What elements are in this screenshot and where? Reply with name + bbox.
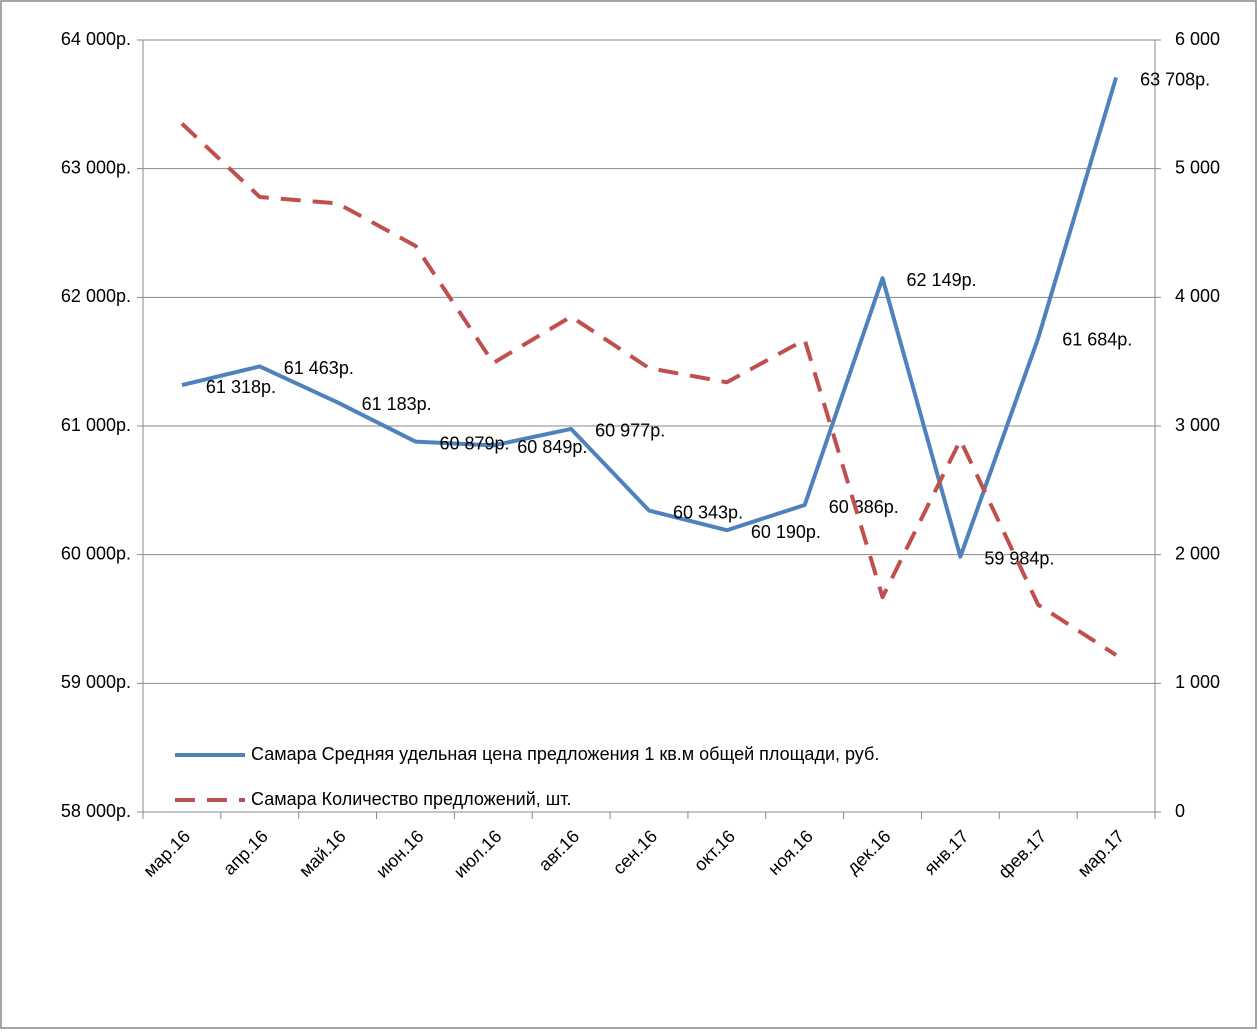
data-label: 61 463р. <box>284 358 354 378</box>
y-tick-label: 62 000р. <box>61 286 131 306</box>
y-tick-label: 61 000р. <box>61 415 131 435</box>
data-label: 59 984р. <box>984 548 1054 568</box>
data-label: 60 190р. <box>751 522 821 542</box>
y2-tick-label: 0 <box>1175 801 1185 821</box>
y-tick-label: 63 000р. <box>61 157 131 177</box>
data-label: 63 708р. <box>1140 69 1210 89</box>
y-tick-label: 64 000р. <box>61 29 131 49</box>
y2-tick-label: 1 000 <box>1175 672 1220 692</box>
legend-label: Самара Количество предложений, шт. <box>251 789 571 809</box>
y-tick-label: 58 000р. <box>61 801 131 821</box>
y2-tick-label: 4 000 <box>1175 286 1220 306</box>
y2-tick-label: 5 000 <box>1175 157 1220 177</box>
data-label: 60 343р. <box>673 502 743 522</box>
data-label: 61 183р. <box>362 394 432 414</box>
data-label: 60 849р. <box>517 437 587 457</box>
data-label: 61 318р. <box>206 377 276 397</box>
y2-tick-label: 2 000 <box>1175 543 1220 563</box>
data-label: 60 879р. <box>439 433 509 453</box>
y-tick-label: 59 000р. <box>61 672 131 692</box>
data-label: 62 149р. <box>907 270 977 290</box>
y-tick-label: 60 000р. <box>61 543 131 563</box>
series-line <box>181 76 1118 559</box>
y2-tick-label: 6 000 <box>1175 29 1220 49</box>
data-label: 60 977р. <box>595 421 665 441</box>
data-label: 60 386р. <box>829 497 899 517</box>
y2-tick-label: 3 000 <box>1175 415 1220 435</box>
data-label: 61 684р. <box>1062 330 1132 350</box>
legend-label: Самара Средняя удельная цена предложения… <box>251 744 879 764</box>
